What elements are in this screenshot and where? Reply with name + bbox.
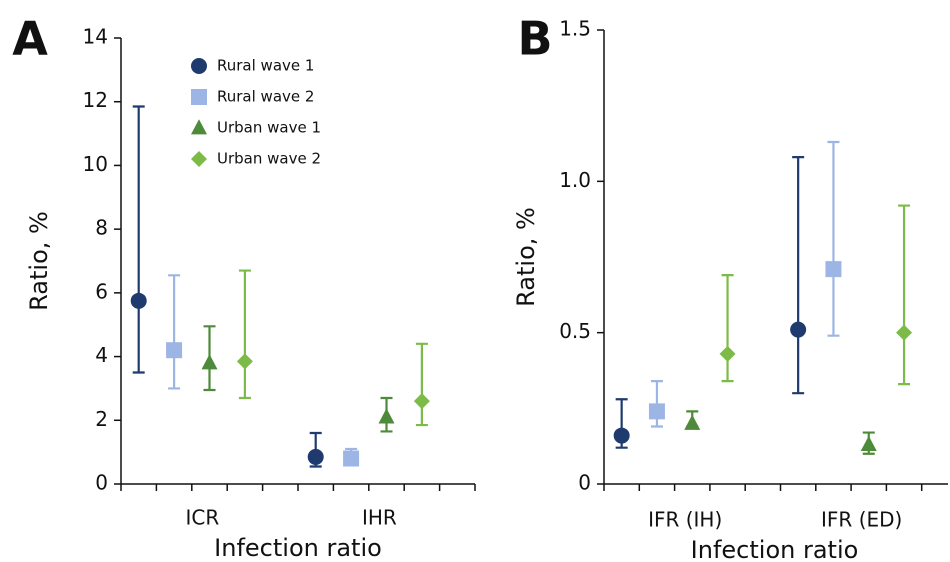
point (613, 427, 630, 444)
error-bar (898, 204, 911, 386)
point (790, 321, 807, 338)
point (343, 450, 360, 467)
x-tick-label: IFR (IH) (648, 508, 722, 532)
point (191, 151, 207, 167)
y-tick-label: 12 (83, 88, 108, 112)
x-tick-label: IFR (ED) (821, 508, 902, 532)
point (378, 408, 395, 424)
error-bar (792, 156, 805, 395)
y-tick-label: 8 (95, 216, 108, 240)
y-tick-label: 0.5 (559, 319, 591, 343)
y-axis-label: Ratio, % (25, 211, 53, 311)
point (413, 393, 430, 410)
point (684, 414, 701, 430)
y-tick-label: 6 (95, 279, 108, 303)
error-bar (168, 274, 181, 390)
point (307, 448, 324, 465)
point (166, 342, 183, 359)
legend-label: Urban wave 1 (217, 119, 321, 137)
error-bar (132, 105, 145, 374)
x-axis-label: Infection ratio (691, 536, 859, 562)
y-tick-label: 14 (83, 25, 108, 49)
error-bar (827, 140, 840, 337)
panel-label: B (517, 12, 552, 66)
x-axis-label: Infection ratio (214, 534, 382, 562)
error-bar (415, 342, 428, 427)
y-axis-label: Ratio, % (512, 207, 540, 307)
point (648, 403, 665, 420)
y-tick-label: 0 (578, 471, 591, 495)
point (191, 89, 207, 105)
point (201, 354, 218, 370)
point (191, 58, 207, 74)
y-tick-label: 0 (95, 471, 108, 495)
y-tick-label: 1.0 (559, 168, 591, 192)
point (860, 435, 877, 452)
legend-label: Rural wave 2 (217, 88, 314, 106)
point (236, 353, 253, 370)
y-tick-label: 1.5 (559, 17, 591, 41)
point (825, 261, 842, 278)
error-bar (721, 274, 734, 383)
y-tick-label: 4 (95, 343, 108, 367)
x-tick-label: IHR (362, 506, 397, 530)
legend-label: Urban wave 2 (217, 150, 321, 168)
panel-label: A (12, 12, 48, 66)
point (130, 292, 147, 309)
point (896, 324, 913, 341)
error-bar (238, 269, 251, 400)
x-tick-label: ICR (186, 506, 220, 530)
point (719, 345, 736, 362)
y-tick-label: 10 (83, 152, 108, 176)
legend-label: Rural wave 1 (217, 57, 314, 75)
point (191, 119, 207, 135)
y-tick-label: 2 (95, 407, 108, 431)
